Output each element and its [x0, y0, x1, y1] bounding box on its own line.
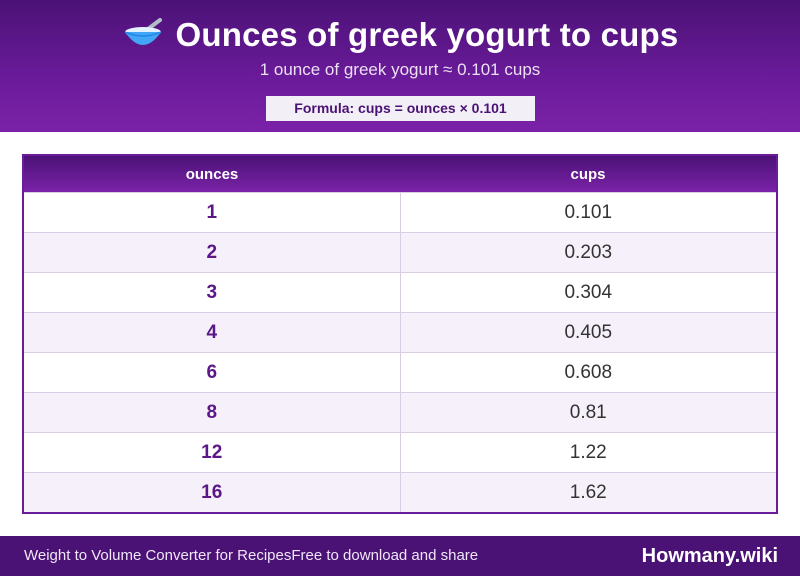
cups-cell: 0.81 [400, 392, 776, 433]
ounces-cell: 1 [24, 192, 401, 233]
footer-converter-text: Weight to Volume Converter for Recipes [24, 547, 292, 564]
cups-cell: 0.304 [400, 272, 776, 313]
ounces-cell: 12 [24, 432, 401, 473]
page-subtitle: 1 ounce of greek yogurt ≈ 0.101 cups [259, 60, 541, 79]
conversion-table-container: ounces cups 1 0.101 2 0.203 3 0.304 4 0.… [22, 154, 778, 514]
table-header-row: ounces cups [24, 156, 776, 193]
footer-share-text: Free to download and share [291, 547, 479, 564]
table-row: 16 1.62 [24, 472, 776, 512]
bowl-with-spoon-icon [124, 18, 162, 45]
table-row: 4 0.405 [24, 312, 776, 353]
ounces-cell: 6 [24, 352, 401, 393]
table-row: 2 0.203 [24, 232, 776, 273]
cups-cell: 0.101 [400, 192, 776, 233]
title-row: Ounces of greek yogurt to cups [0, 14, 800, 56]
table-row: 3 0.304 [24, 272, 776, 313]
cups-cell: 0.405 [400, 312, 776, 353]
brand-logo-text[interactable]: Howmany.wiki [641, 545, 778, 567]
ounces-cell: 8 [24, 392, 401, 433]
table-row: 1 0.101 [24, 192, 776, 233]
ounces-cell: 3 [24, 272, 401, 313]
table-row: 8 0.81 [24, 392, 776, 433]
ounces-cell: 4 [24, 312, 401, 353]
ounces-cell: 16 [24, 472, 401, 512]
conversion-table: ounces cups 1 0.101 2 0.203 3 0.304 4 0.… [24, 156, 776, 512]
column-header-cups: cups [400, 156, 776, 193]
formula-badge: Formula: cups = ounces × 0.101 [266, 96, 535, 121]
footer-bar: Weight to Volume Converter for RecipesFr… [0, 536, 800, 576]
column-header-ounces: ounces [24, 156, 400, 193]
cups-cell: 1.62 [400, 472, 776, 512]
footer-caption: Weight to Volume Converter for RecipesFr… [24, 547, 478, 564]
table-row: 6 0.608 [24, 352, 776, 393]
cups-cell: 0.203 [400, 232, 776, 273]
cups-cell: 1.22 [400, 432, 776, 473]
table-row: 12 1.22 [24, 432, 776, 473]
ounces-cell: 2 [24, 232, 401, 273]
cups-cell: 0.608 [400, 352, 776, 393]
page-title: Ounces of greek yogurt to cups [175, 16, 679, 53]
header-banner: Ounces of greek yogurt to cups 1 ounce o… [0, 0, 800, 132]
